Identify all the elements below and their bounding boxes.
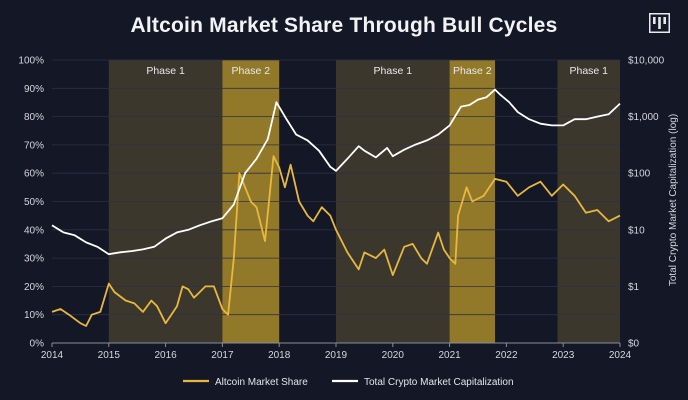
left-tick-label: 90% [24,84,44,95]
right-tick-label: $10 [628,225,645,236]
x-tick-label: 2019 [325,350,348,361]
left-tick-label: 50% [24,197,44,208]
logo-icon [649,13,670,33]
right-tick-label: $0 [628,339,640,350]
phase-label-4: Phase 2 [453,65,492,77]
left-tick-label: 10% [24,310,44,321]
x-tick-label: 2016 [154,350,177,361]
left-axis: 0% 10% 20% 30% 40% 50% 60% 70% 80% 90% 100% [18,56,44,350]
chart-title: Altcoin Market Share Through Bull Cycles [130,14,558,37]
x-tick-label: 2023 [552,350,575,361]
left-tick-label: 80% [24,112,44,123]
grid [52,59,620,344]
left-tick-label: 70% [24,140,44,151]
x-tick-label: 2024 [609,350,632,361]
left-tick-label: 20% [24,282,44,293]
right-tick-label: $1 [628,282,640,293]
legend: Altcoin Market Share Total Crypto Market… [183,377,514,388]
phase-label-2: Phase 2 [232,65,271,77]
x-tick-label: 2017 [211,350,234,361]
phase-label-5: Phase 1 [569,65,608,77]
right-tick-label: $10,000 [628,56,665,67]
altcoin-share-line [51,155,621,327]
x-tick-label: 2021 [438,350,461,361]
x-tick-label: 2022 [495,350,518,361]
phase-label-1: Phase 1 [146,65,185,77]
x-tick-label: 2015 [98,350,121,361]
x-axis: 2014 2015 2016 2017 2018 2019 2020 2021 2022 2023… [41,342,632,361]
left-tick-label: 0% [30,339,45,350]
left-tick-label: 60% [24,169,44,180]
phase-label-3: Phase 1 [374,65,413,77]
right-axis-title: Total Crypto Market Capitalization (log) [668,114,679,286]
x-tick-label: 2014 [41,350,64,361]
right-axis: $0 $1 $10 $100 $1,000 $10,000 [628,56,665,350]
legend-total-label: Total Crypto Market Capitalization [364,377,514,388]
right-tick-label: $100 [628,169,651,180]
total-market-cap-line [51,88,621,256]
series [51,88,621,327]
x-tick-label: 2018 [268,350,291,361]
x-tick-label: 2020 [382,350,405,361]
legend-altcoin-label: Altcoin Market Share [215,377,308,388]
left-tick-label: 40% [24,225,44,236]
left-tick-label: 30% [24,254,44,265]
left-tick-label: 100% [18,56,44,67]
right-tick-label: $1,000 [628,112,659,123]
